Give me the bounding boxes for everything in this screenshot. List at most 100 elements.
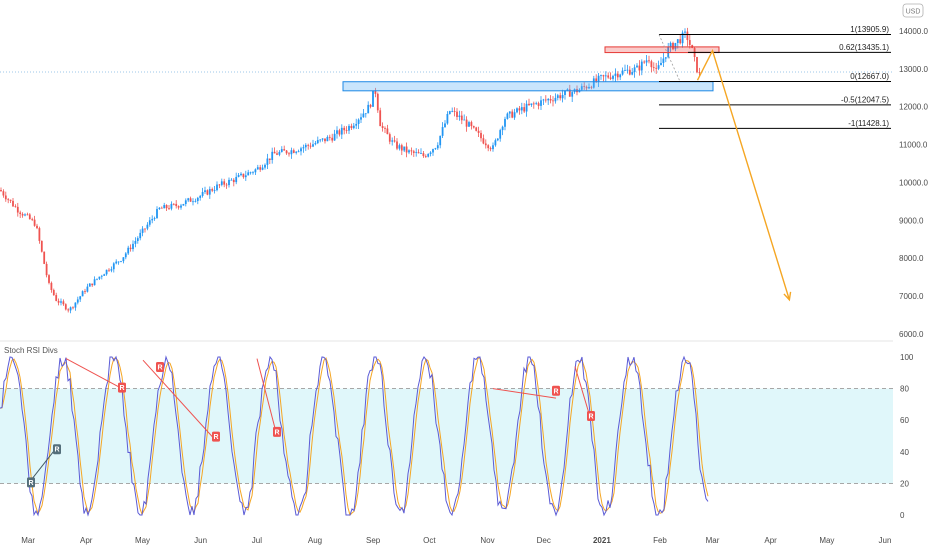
candle-body [470, 122, 473, 127]
divergence-marker[interactable] [156, 362, 164, 373]
currency-badge[interactable]: USD [902, 3, 924, 18]
candle-body [520, 107, 523, 111]
candle-body [220, 181, 223, 185]
oscillator-axis[interactable]: 100 80 60 40 20 0 [900, 353, 914, 520]
candle-body [547, 98, 550, 101]
candle-body [316, 140, 319, 144]
candle-body [292, 150, 295, 153]
candle-body [408, 150, 410, 153]
candle-body [624, 70, 626, 71]
candle-body [396, 141, 398, 149]
fib-label: 0.62(13435.1) [839, 43, 889, 52]
time-tick-label: 2021 [593, 536, 611, 545]
candle-body [38, 228, 41, 241]
divergence-marker[interactable] [53, 444, 61, 455]
candle-body [537, 103, 540, 106]
candle-body [614, 73, 617, 76]
osc-tick-label: 40 [900, 448, 909, 457]
divergence-marker[interactable] [118, 382, 126, 393]
price-tick-label: 9000.0 [899, 216, 924, 225]
candle-body [393, 140, 396, 142]
candle-body [482, 138, 485, 144]
oscillator-pane[interactable]: Stoch RSI Divs R R R R R R R R [0, 346, 893, 517]
candle-body [511, 111, 514, 118]
candle-body [151, 218, 154, 221]
candle-body [484, 143, 487, 146]
candle-body [638, 65, 641, 71]
candle-body [422, 153, 425, 157]
candle-body [499, 130, 502, 139]
candle-body [12, 200, 14, 207]
candle-body [453, 111, 456, 112]
divergence-marker[interactable] [552, 385, 560, 396]
divergence-line [65, 358, 123, 390]
candle-body [331, 137, 334, 141]
candle-body [172, 203, 175, 205]
candle-body [108, 269, 110, 271]
divergence-marker[interactable] [212, 431, 220, 442]
candle-body [324, 138, 326, 142]
time-tick-label: Jun [879, 536, 892, 545]
support-zone[interactable] [342, 81, 714, 92]
candle-body [568, 89, 571, 97]
candle-body [105, 269, 108, 275]
candle-body [597, 75, 600, 82]
time-tick-label: May [135, 536, 150, 545]
candle-body [590, 86, 593, 88]
candle-body [415, 152, 418, 153]
fib-trend-line [658, 34, 681, 82]
candle-body [345, 130, 348, 132]
candle-body [350, 125, 353, 129]
candle-body [460, 115, 463, 121]
candle-body [112, 263, 115, 270]
candle-body [230, 179, 233, 181]
projection-path [696, 48, 792, 302]
candle-body [669, 42, 672, 47]
candle-body [170, 203, 173, 209]
candle-body [264, 164, 266, 168]
candle-body [340, 127, 343, 135]
candle-body [43, 251, 46, 264]
candle-body [391, 140, 394, 142]
candle-body [21, 213, 24, 216]
candle-body [288, 153, 290, 155]
candle-body [141, 228, 144, 233]
divergence-marker[interactable] [587, 411, 595, 422]
time-axis[interactable]: Mar Apr May Jun Jul Aug Sep Oct Nov Dec 2021 Feb Mar… [21, 536, 891, 545]
currency-label: USD [906, 9, 921, 16]
candle-body [144, 228, 146, 230]
candle-body [319, 139, 322, 141]
candle-body [525, 103, 528, 112]
price-axis[interactable]: 14000.0 13000.0 12000.0 11000.0 10000.0 9000.… [899, 27, 928, 339]
candle-body [633, 67, 636, 73]
candle-body [259, 167, 262, 170]
candle-body [283, 149, 286, 151]
candle-body [175, 203, 178, 207]
candle-body [420, 153, 422, 154]
oscillator-divergences: R R R R R R R R [27, 358, 595, 488]
price-pane[interactable]: 1(13905.9) 0.62(13435.1) 0(12667.0) -0.5(12… [0, 25, 893, 314]
divergence-label: R [157, 365, 162, 372]
fib-label: -1(11428.1) [848, 119, 889, 128]
divergence-marker[interactable] [27, 477, 35, 488]
candle-body [513, 112, 516, 118]
candle-body [446, 113, 449, 124]
time-tick-label: Apr [764, 536, 777, 545]
candle-body [681, 32, 684, 44]
candle-body [456, 111, 458, 117]
candle-body [664, 57, 667, 59]
candle-body [24, 214, 26, 216]
divergence-marker[interactable] [273, 426, 281, 437]
candle-body [249, 172, 252, 174]
candle-body [180, 205, 182, 208]
candle-body [544, 99, 547, 101]
candle-body [192, 201, 194, 203]
projection-line[interactable] [696, 48, 791, 300]
candle-body [187, 198, 190, 201]
candle-body [609, 77, 612, 79]
candle-body [475, 127, 478, 131]
resistance-zone[interactable] [604, 46, 720, 54]
candle-body [45, 263, 48, 276]
candle-body [242, 173, 245, 178]
